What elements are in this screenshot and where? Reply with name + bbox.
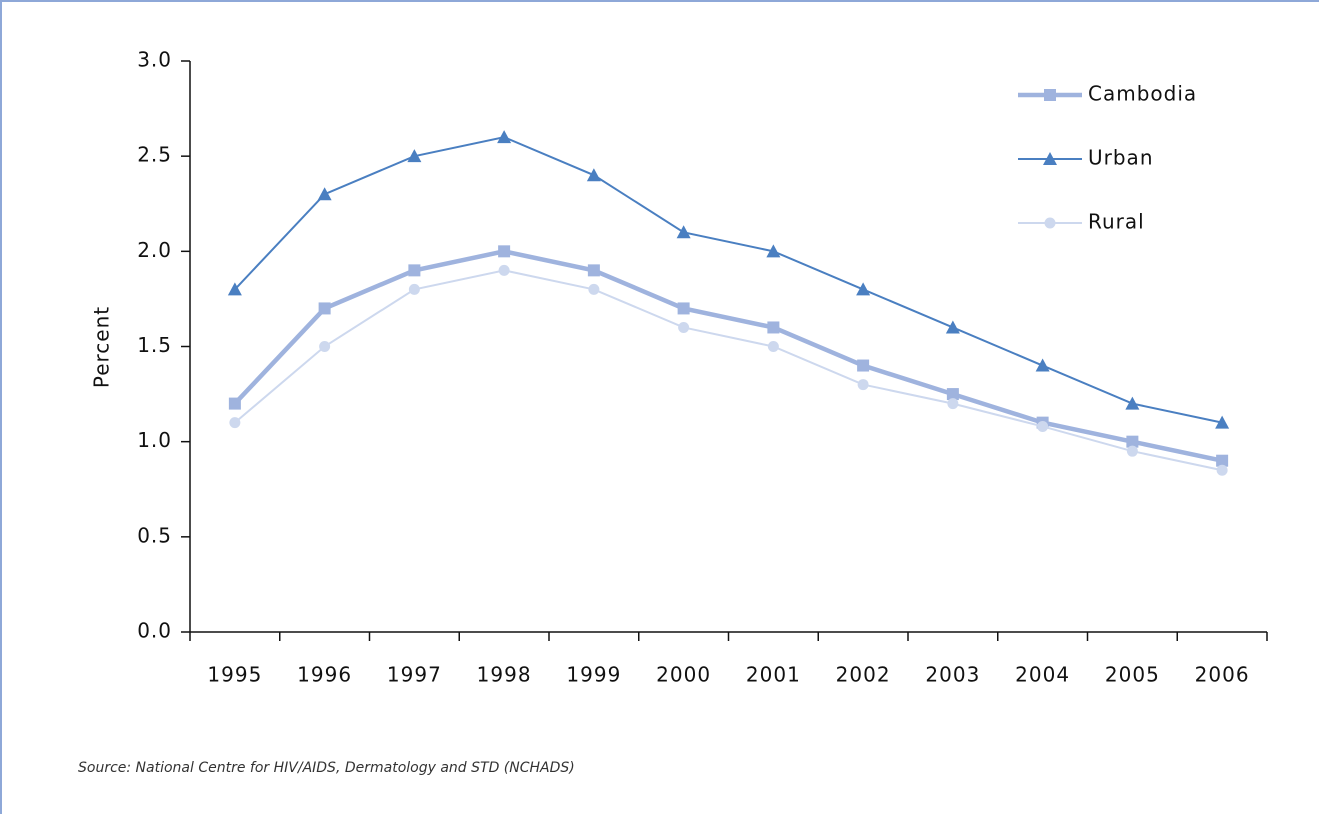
marker bbox=[1035, 358, 1050, 372]
marker bbox=[227, 282, 242, 296]
marker bbox=[319, 341, 331, 352]
marker bbox=[588, 283, 600, 295]
marker bbox=[946, 388, 959, 401]
marker bbox=[586, 168, 601, 182]
y-axis-label: Percent bbox=[90, 306, 114, 388]
marker bbox=[1215, 415, 1230, 429]
marker bbox=[228, 397, 241, 410]
x-tick-label: 1997 bbox=[387, 663, 442, 687]
marker bbox=[498, 264, 510, 276]
x-tick-label: 2002 bbox=[836, 663, 891, 687]
legend-label: Rural bbox=[1088, 210, 1145, 234]
marker bbox=[1044, 89, 1056, 101]
marker bbox=[1126, 445, 1138, 457]
x-tick-label: 2006 bbox=[1195, 663, 1250, 687]
y-tick-label: 1.0 bbox=[137, 428, 172, 452]
x-tick-label: 2005 bbox=[1105, 663, 1160, 687]
x-tick-label: 1996 bbox=[297, 663, 352, 687]
marker bbox=[318, 302, 331, 315]
marker bbox=[1044, 217, 1056, 229]
marker bbox=[766, 244, 781, 258]
marker bbox=[945, 320, 960, 334]
y-tick-label: 3.0 bbox=[137, 48, 172, 72]
marker bbox=[856, 282, 871, 296]
marker bbox=[678, 321, 690, 333]
marker bbox=[317, 187, 332, 201]
x-tick-label: 2003 bbox=[925, 663, 980, 687]
marker bbox=[767, 321, 780, 334]
marker bbox=[1043, 152, 1057, 165]
source-note: Source: National Centre for HIV/AIDS, De… bbox=[78, 760, 575, 776]
marker bbox=[1216, 464, 1228, 476]
x-tick-label: 1998 bbox=[477, 663, 532, 687]
marker bbox=[408, 283, 420, 295]
marker bbox=[407, 149, 422, 163]
marker bbox=[1037, 420, 1049, 432]
y-tick-label: 2.5 bbox=[137, 143, 172, 167]
series-line bbox=[234, 136, 1223, 424]
marker bbox=[767, 341, 779, 352]
marker bbox=[1125, 396, 1140, 410]
legend-label: Cambodia bbox=[1088, 82, 1197, 106]
x-tick-label: 1995 bbox=[207, 663, 262, 687]
x-tick-label: 2001 bbox=[746, 663, 801, 687]
y-tick-label: 0.5 bbox=[137, 523, 172, 547]
y-tick-label: 0.0 bbox=[137, 619, 172, 643]
marker bbox=[676, 225, 691, 239]
marker bbox=[1216, 454, 1229, 467]
series-line bbox=[234, 269, 1223, 472]
x-tick-label: 1999 bbox=[566, 663, 621, 687]
marker bbox=[947, 398, 959, 410]
marker bbox=[587, 264, 600, 277]
x-tick-label: 2004 bbox=[1015, 663, 1070, 687]
legend-label: Urban bbox=[1088, 146, 1154, 170]
marker bbox=[497, 130, 512, 144]
marker bbox=[408, 264, 421, 277]
marker bbox=[229, 417, 241, 429]
y-tick-label: 2.0 bbox=[137, 238, 172, 262]
marker bbox=[857, 359, 870, 372]
marker bbox=[1126, 435, 1139, 448]
marker bbox=[857, 379, 869, 391]
marker bbox=[498, 245, 511, 258]
series-line bbox=[233, 249, 1223, 463]
y-tick-label: 1.5 bbox=[137, 333, 172, 357]
x-tick-label: 2000 bbox=[656, 663, 711, 687]
marker bbox=[677, 302, 690, 315]
